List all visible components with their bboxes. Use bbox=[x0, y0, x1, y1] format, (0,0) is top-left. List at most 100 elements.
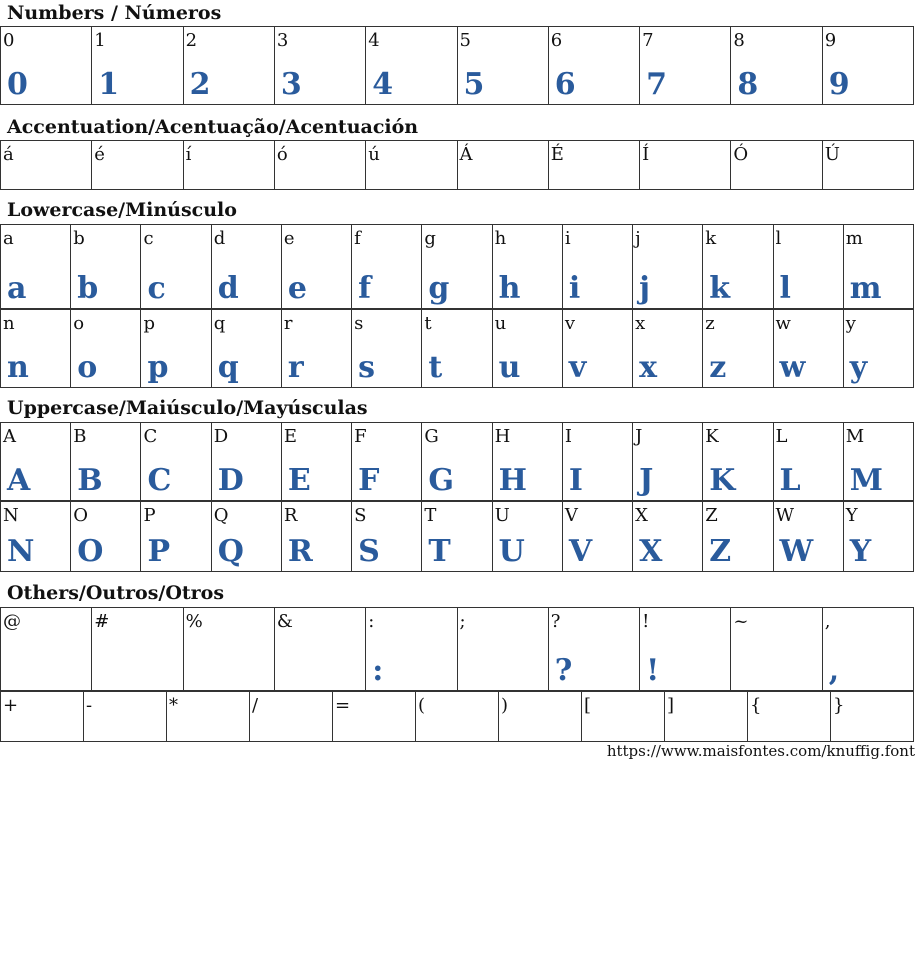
char-label: 8 bbox=[733, 30, 745, 51]
glyph-cell: Í bbox=[640, 141, 732, 190]
char-label: l bbox=[775, 228, 782, 249]
char-label: Í bbox=[642, 144, 650, 165]
glyph-grid: + - * / = () [] {} bbox=[0, 690, 914, 742]
char-label: } bbox=[833, 695, 845, 716]
char-label: 4 bbox=[368, 30, 380, 51]
source-link[interactable]: https://www.maisfontes.com/knuffig.font bbox=[606, 742, 915, 760]
char-label: P bbox=[143, 505, 156, 526]
char-label: T bbox=[424, 505, 437, 526]
char-label: : bbox=[368, 611, 375, 632]
glyph-cell: í bbox=[183, 141, 275, 190]
font-glyph: v bbox=[568, 350, 587, 385]
char-label: c bbox=[143, 228, 154, 249]
char-label: U bbox=[494, 505, 510, 526]
section-title: Accentuation/Acentuação/Acentuación bbox=[7, 116, 419, 138]
font-glyph: Y bbox=[849, 534, 872, 569]
font-glyph: c bbox=[147, 271, 166, 306]
char-label: L bbox=[775, 426, 788, 447]
char-label: F bbox=[354, 426, 367, 447]
font-glyph: k bbox=[709, 271, 731, 306]
font-glyph: L bbox=[779, 463, 801, 498]
font-glyph: ! bbox=[646, 653, 660, 688]
font-glyph: t bbox=[428, 350, 443, 385]
font-glyph: 2 bbox=[189, 67, 211, 102]
font-glyph: : bbox=[372, 653, 384, 688]
char-label: s bbox=[354, 313, 364, 334]
glyph-cell: :: bbox=[366, 608, 458, 691]
font-glyph: 7 bbox=[646, 67, 667, 102]
char-label: @ bbox=[3, 611, 21, 632]
char-label: K bbox=[705, 426, 719, 447]
char-label: w bbox=[775, 313, 791, 334]
glyph-cell: [ bbox=[582, 692, 665, 742]
char-label: - bbox=[86, 695, 93, 716]
char-label: i bbox=[564, 228, 571, 249]
char-label: q bbox=[213, 313, 226, 334]
font-glyph: 8 bbox=[737, 67, 759, 102]
char-label: ; bbox=[459, 611, 466, 632]
glyph-cell: @ bbox=[1, 608, 93, 691]
font-glyph: x bbox=[639, 350, 657, 385]
char-label: 2 bbox=[185, 30, 198, 51]
section-title: Uppercase/Maiúsculo/Mayúsculas bbox=[7, 397, 368, 419]
char-label: f bbox=[354, 228, 361, 249]
char-label: H bbox=[494, 426, 511, 447]
char-label: e bbox=[283, 228, 295, 249]
glyph-cell: Ó bbox=[731, 141, 823, 190]
char-label: ] bbox=[667, 695, 675, 716]
char-label: u bbox=[494, 313, 507, 334]
char-label: z bbox=[705, 313, 715, 334]
char-label: Ó bbox=[733, 144, 749, 165]
char-label: h bbox=[494, 228, 507, 249]
glyph-cell: Ú bbox=[822, 141, 914, 190]
font-glyph: Z bbox=[709, 534, 732, 569]
glyph-cell: # bbox=[92, 608, 184, 691]
font-glyph: d bbox=[217, 271, 239, 306]
font-glyph: A bbox=[7, 463, 31, 498]
glyph-cell: ,, bbox=[822, 608, 914, 691]
font-glyph: q bbox=[217, 350, 239, 385]
char-label: ? bbox=[550, 611, 561, 632]
glyph-cell: ó bbox=[274, 141, 367, 190]
char-label: Z bbox=[705, 505, 718, 526]
font-glyph: 1 bbox=[98, 67, 120, 102]
font-glyph: 0 bbox=[7, 67, 28, 102]
char-label: G bbox=[424, 426, 439, 447]
char-label: X bbox=[635, 505, 648, 526]
font-glyph: o bbox=[77, 350, 98, 385]
font-glyph: M bbox=[849, 463, 883, 498]
font-glyph: G bbox=[428, 463, 454, 498]
font-glyph: a bbox=[7, 271, 27, 306]
char-label: D bbox=[213, 426, 229, 447]
char-label: j bbox=[635, 228, 641, 249]
